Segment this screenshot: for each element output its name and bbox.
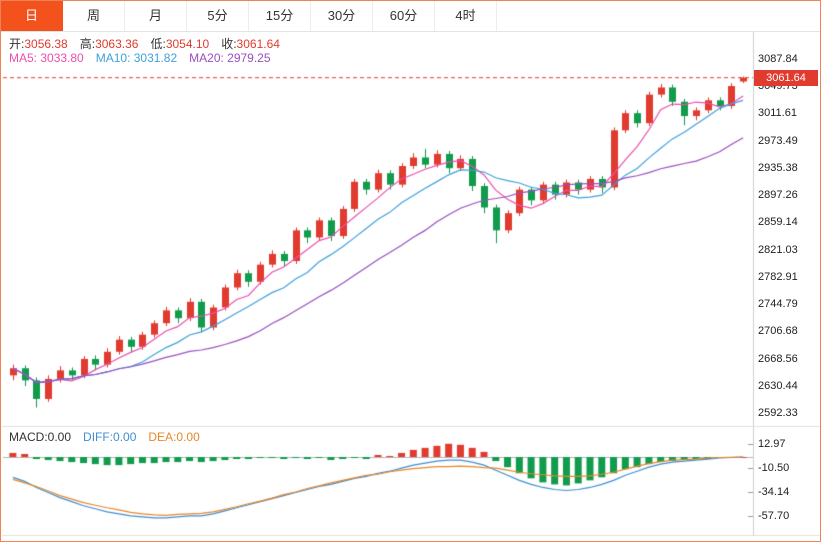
current-price-tag: 3061.64 <box>754 69 818 86</box>
tab-month[interactable]: 月 <box>125 1 187 31</box>
tab-m5[interactable]: 5分 <box>187 1 249 31</box>
ohlc-high: 高:3063.36 <box>79 37 139 51</box>
legend-ma5: MA5: 3033.80 <box>9 51 84 65</box>
tab-week[interactable]: 周 <box>63 1 125 31</box>
tab-m30[interactable]: 30分 <box>311 1 373 31</box>
ohlc-info: 开:3056.38 高:3063.36 低:3054.10 收:3061.64 <box>9 35 292 52</box>
legend-macd: MACD:0.00 <box>9 430 72 444</box>
legend-dea: DEA:0.00 <box>148 430 200 444</box>
ohlc-low: 低:3054.10 <box>150 37 210 51</box>
ohlc-close: 收:3061.64 <box>221 37 280 51</box>
tab-m15[interactable]: 15分 <box>249 1 311 31</box>
legend-ma20: MA20: 2979.25 <box>189 51 271 65</box>
ohlc-open: 开:3056.38 <box>9 37 68 51</box>
timeframe-tabs: 日周月 5分 15分 30分 60分 4时 <box>1 1 820 32</box>
legend-diff: DIFF:0.00 <box>83 430 137 444</box>
legend-ma10: MA10: 3031.82 <box>95 51 178 65</box>
tab-h4[interactable]: 4时 <box>435 1 497 31</box>
tab-day[interactable]: 日 <box>1 1 63 31</box>
ma-legend: MA5: 3033.80 MA10: 3031.82 MA20: 2979.25 <box>9 51 283 65</box>
macd-legend: MACD:0.00 DIFF:0.00 DEA:0.00 <box>9 430 212 444</box>
tab-m60[interactable]: 60分 <box>373 1 435 31</box>
